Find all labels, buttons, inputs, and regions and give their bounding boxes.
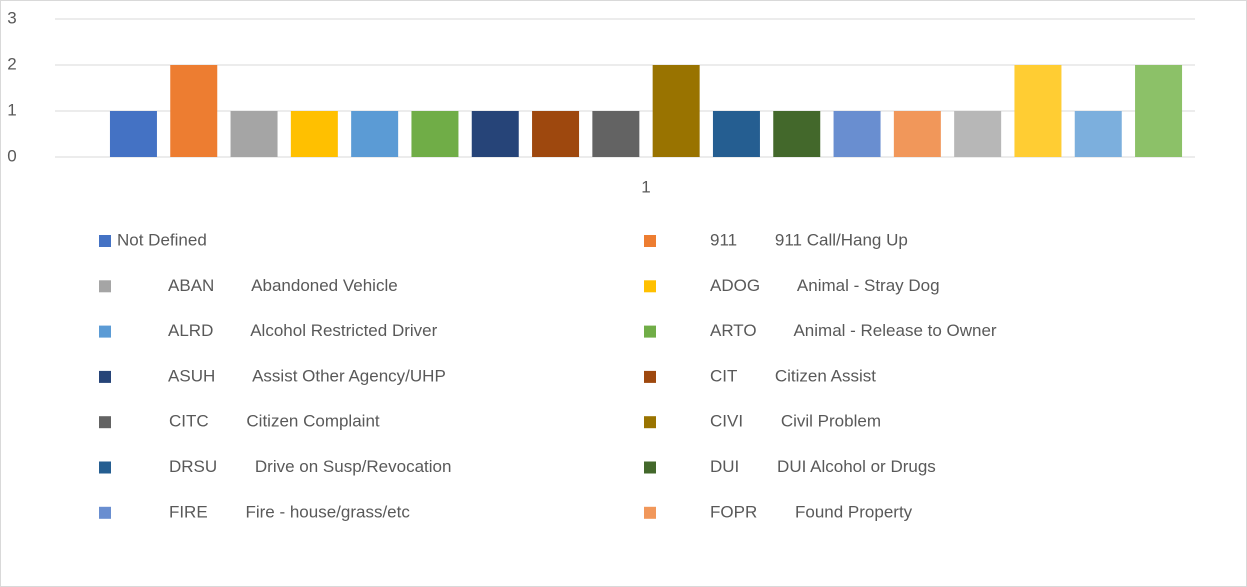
legend-swatch: [99, 235, 111, 247]
legend-label: ASUH Assist Other Agency/UHP: [117, 366, 446, 385]
legend-swatch: [99, 416, 111, 429]
bar: [712, 111, 760, 157]
bar: [893, 111, 941, 157]
legend-swatch: [99, 461, 111, 474]
legend-label: Not Defined: [117, 230, 207, 249]
legend-label: DUI DUI Alcohol or Drugs: [710, 457, 936, 476]
y-tick-label: 0: [7, 146, 16, 165]
legend-swatch: [644, 235, 656, 247]
legend-label: FIRE Fire - house/grass/etc: [117, 502, 410, 521]
bar: [773, 111, 821, 157]
legend-swatch: [644, 416, 656, 429]
legend-swatch: [644, 280, 656, 293]
legend-label: FOPR Found Property: [710, 502, 913, 521]
y-tick-label: 3: [7, 8, 16, 27]
bar: [1135, 65, 1183, 157]
bar: [592, 111, 640, 157]
legend-swatch: [644, 370, 656, 383]
legend-label: CIVI Civil Problem: [710, 412, 881, 431]
bar: [471, 111, 519, 157]
x-tick-label: 1: [641, 177, 650, 196]
legend-swatch: [644, 506, 656, 519]
legend-label: CIT Citizen Assist: [710, 366, 876, 385]
legend-swatch: [99, 280, 111, 293]
legend-label: DRSU Drive on Susp/Revocation: [117, 457, 451, 476]
y-tick-label: 1: [7, 100, 16, 119]
bar: [954, 111, 1002, 157]
legend-label: CITC Citizen Complaint: [117, 412, 380, 431]
legend-label: ALRD Alcohol Restricted Driver: [117, 321, 438, 340]
legend-label: 911 911 Call/Hang Up: [710, 230, 908, 249]
legend-swatch: [99, 325, 111, 338]
bar: [170, 65, 218, 157]
bar: [109, 111, 157, 157]
bar: [532, 111, 580, 157]
legend-swatch: [644, 461, 656, 474]
y-tick-label: 2: [7, 54, 16, 73]
bar: [351, 111, 399, 157]
legend-swatch: [644, 325, 656, 338]
legend-label: ADOG Animal - Stray Dog: [710, 276, 940, 295]
bar: [1074, 111, 1122, 157]
bar: [290, 111, 338, 157]
bar: [1014, 65, 1062, 157]
bar: [652, 65, 700, 157]
bar: [230, 111, 278, 157]
legend-label: ARTO Animal - Release to Owner: [710, 321, 997, 340]
bar: [411, 111, 459, 157]
legend-label: ABAN Abandoned Vehicle: [117, 276, 398, 295]
bar: [833, 111, 881, 157]
legend-swatch: [99, 506, 111, 519]
legend-swatch: [99, 370, 111, 383]
